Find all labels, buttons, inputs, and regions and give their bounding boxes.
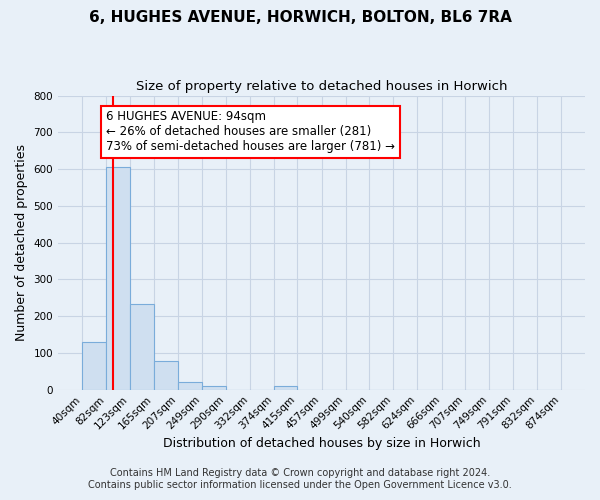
Bar: [130, 304, 154, 390]
Bar: [178, 382, 202, 390]
Text: Contains HM Land Registry data © Crown copyright and database right 2024.
Contai: Contains HM Land Registry data © Crown c…: [88, 468, 512, 490]
Bar: [274, 386, 298, 390]
Bar: [154, 361, 178, 390]
Text: 6 HUGHES AVENUE: 94sqm
← 26% of detached houses are smaller (281)
73% of semi-de: 6 HUGHES AVENUE: 94sqm ← 26% of detached…: [106, 110, 395, 154]
Title: Size of property relative to detached houses in Horwich: Size of property relative to detached ho…: [136, 80, 507, 93]
Bar: [82, 342, 106, 390]
Bar: [106, 168, 130, 390]
Text: 6, HUGHES AVENUE, HORWICH, BOLTON, BL6 7RA: 6, HUGHES AVENUE, HORWICH, BOLTON, BL6 7…: [89, 10, 511, 25]
Bar: [202, 386, 226, 390]
X-axis label: Distribution of detached houses by size in Horwich: Distribution of detached houses by size …: [163, 437, 481, 450]
Y-axis label: Number of detached properties: Number of detached properties: [15, 144, 28, 341]
